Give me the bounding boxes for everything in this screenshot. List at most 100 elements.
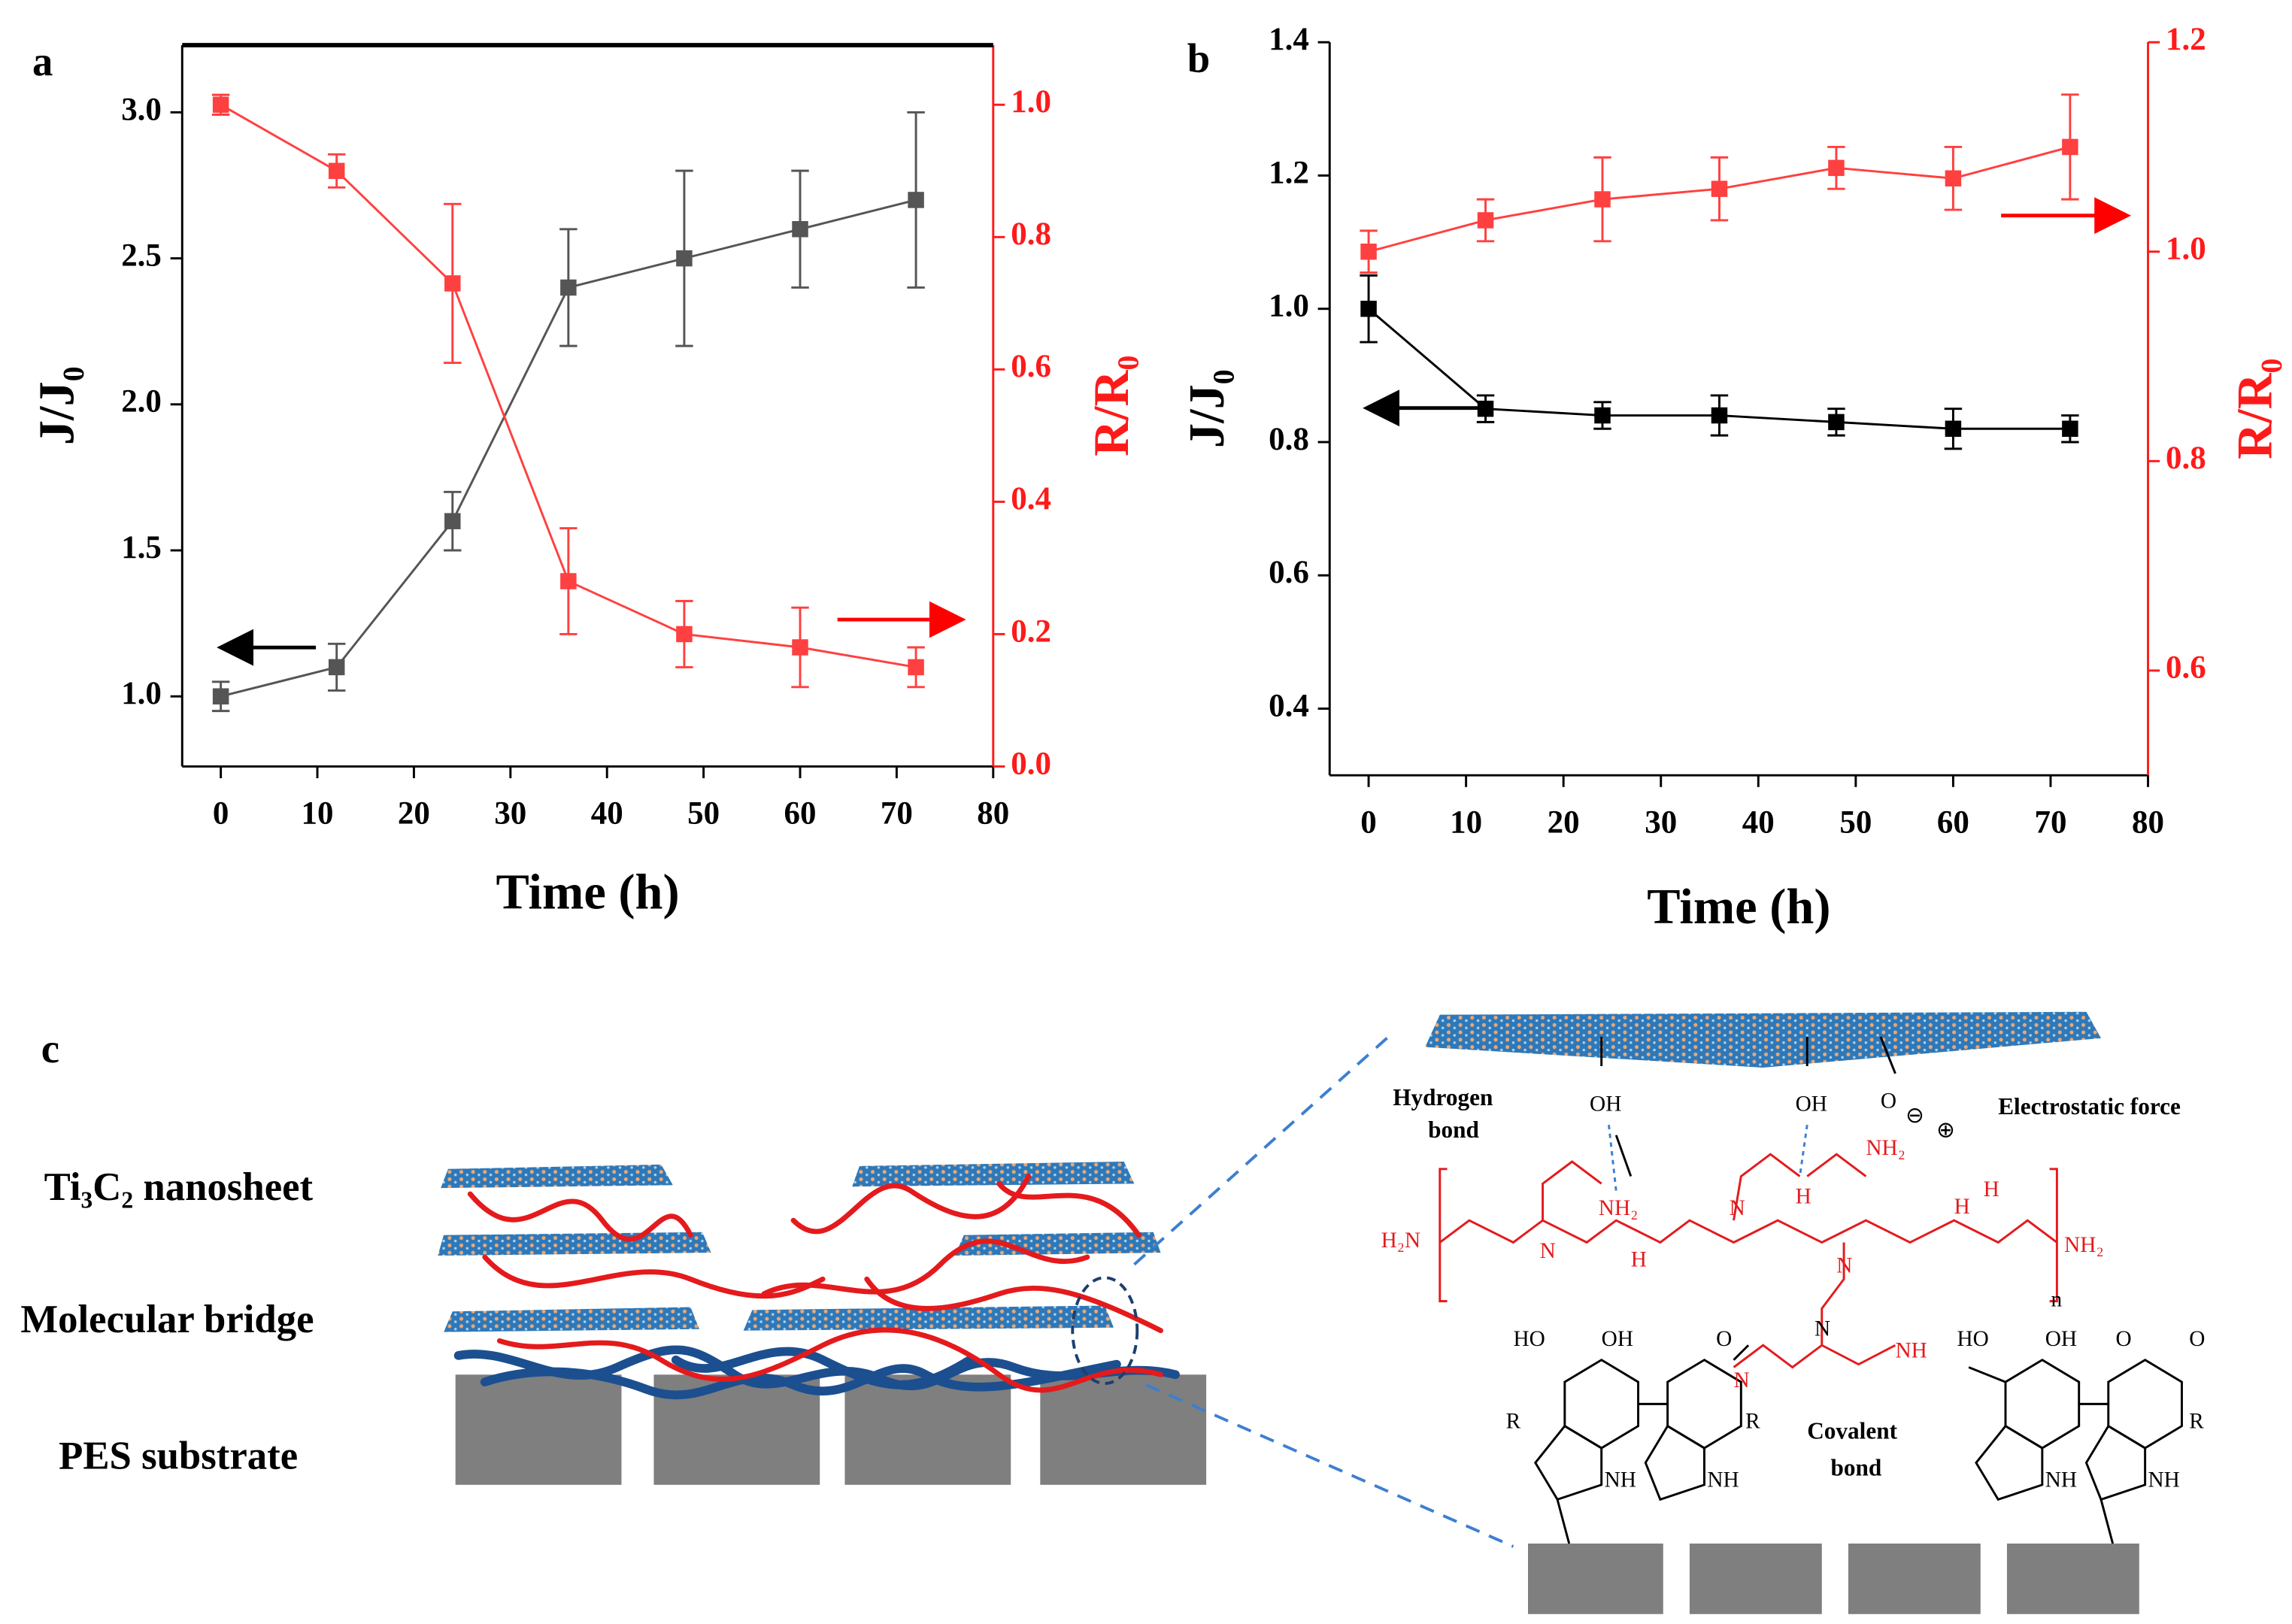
y-tick-label: 1.4: [1269, 22, 1309, 57]
chem-label: H: [1984, 1177, 1999, 1201]
marker: [328, 659, 345, 676]
chem-label: HO: [1513, 1327, 1545, 1351]
x-tick-label: 30: [494, 796, 526, 832]
zoom-line: [1145, 1383, 1514, 1548]
marker: [792, 639, 808, 656]
marker: [1945, 170, 1962, 186]
chem-label: H: [1954, 1195, 1970, 1219]
marker: [1711, 180, 1728, 197]
chem-label: R: [2189, 1410, 2204, 1434]
marker: [2062, 138, 2078, 156]
y-tick-label: 2.0: [121, 384, 162, 420]
marker: [676, 626, 693, 643]
marker: [2062, 420, 2078, 438]
pda-chain: [453, 1345, 1180, 1400]
y-axis-label: J/J₀: [1180, 369, 1235, 448]
y2-tick-label: 1.0: [2166, 232, 2206, 267]
marker: [444, 275, 461, 292]
marker: [1477, 212, 1494, 229]
y-tick-label: 0.8: [1269, 422, 1309, 457]
chem-label: H: [1631, 1248, 1647, 1272]
chart-title: b: [1187, 35, 1210, 81]
y-tick-label: 1.0: [1269, 289, 1309, 324]
y-tick-label: 1.2: [1269, 155, 1309, 190]
diagram: c Ti₃C₂ nanosheet Molecular bridge PES s…: [20, 1011, 2205, 1614]
chem-label: NH₂: [1866, 1136, 1905, 1160]
chem-label: N: [1540, 1239, 1556, 1263]
x-tick-label: 0: [213, 796, 229, 832]
nanosheet: [438, 1011, 2101, 1332]
marker: [1828, 414, 1845, 431]
chem-label: H: [1796, 1185, 1811, 1209]
x-tick-label: 70: [2034, 804, 2066, 840]
y2-tick-label: 0.0: [1011, 746, 1051, 781]
marker: [1711, 407, 1728, 424]
chem-label: N: [1814, 1316, 1830, 1341]
chem-label: NH: [2148, 1468, 2180, 1492]
chart-title: a: [32, 38, 53, 84]
chart: 0 10 20 30 40 50 60 70 80 1.0 1.5 2.0 2.5 3.0 0.0 0.2 0.…: [29, 38, 1139, 920]
chem-label: OH: [1602, 1327, 1633, 1351]
bond-label: bond: [1428, 1116, 1479, 1143]
y2-axis-label: R/R₀: [2227, 359, 2282, 459]
x-tick-label: 20: [398, 796, 430, 832]
chem-label: HO: [1957, 1327, 1989, 1351]
layer-label: Molecular bridge: [20, 1298, 314, 1341]
marker: [1594, 191, 1611, 208]
chem-label: R: [1506, 1410, 1521, 1434]
marker: [1594, 407, 1611, 424]
chem-label: N: [1730, 1196, 1745, 1220]
x-tick-label: 40: [1742, 804, 1775, 840]
marker: [792, 221, 808, 238]
marker: [1945, 420, 1962, 438]
y2-tick-label: 0.8: [2166, 441, 2206, 476]
panel-label: c: [41, 1026, 59, 1071]
marker: [1360, 300, 1377, 317]
y-tick-label: 1.0: [121, 676, 162, 711]
y2-axis-label: R/R₀: [1084, 356, 1139, 456]
pei-skeleton: [1439, 1036, 2058, 1369]
marker: [908, 192, 924, 208]
x-tick-label: 70: [881, 796, 913, 832]
y2-tick-label: 1.2: [2166, 22, 2206, 57]
chem-label: NH: [1895, 1339, 1927, 1363]
marker: [560, 279, 577, 296]
x-tick-label: 10: [1450, 804, 1482, 840]
x-axis-label: Time (h): [1647, 880, 1830, 935]
chem-label: OH: [2045, 1327, 2077, 1351]
marker: [444, 513, 461, 529]
bond-label: Hydrogen: [1393, 1084, 1493, 1110]
chem-label: NH: [1707, 1468, 1739, 1492]
focus-circle: [1071, 1276, 1139, 1386]
y-axis-label: J/J₀: [29, 366, 84, 445]
marker: [1360, 244, 1377, 260]
marker: [1477, 400, 1494, 417]
marker: [212, 688, 229, 704]
marker: [676, 250, 693, 267]
chem-label: R: [1745, 1410, 1760, 1434]
y-tick-label: 0.6: [1269, 555, 1309, 590]
marker: [1828, 159, 1845, 177]
chem-label: ⊖: [1905, 1104, 1924, 1128]
y-tick-label: 0.4: [1269, 688, 1309, 723]
x-tick-label: 60: [784, 796, 817, 832]
substrate: [455, 1374, 2139, 1614]
chart: 0 10 20 30 40 50 60 70 80 0.4 0.6 0.8 1.0 1.2 1.4 0.6 0.…: [1180, 22, 2282, 935]
y2-tick-label: 0.6: [2166, 650, 2206, 686]
chem-label: O: [2116, 1327, 2132, 1351]
x-tick-label: 20: [1548, 804, 1580, 840]
bridge: [467, 1174, 1163, 1393]
layer-label: Ti₃C₂ nanosheet: [44, 1165, 314, 1209]
y2-tick-label: 1.0: [1011, 84, 1051, 120]
chem-label: OH: [1796, 1092, 1827, 1116]
chem-label: ⊕: [1936, 1119, 1955, 1143]
x-tick-label: 50: [687, 796, 720, 832]
chem-label: n: [2051, 1287, 2063, 1311]
chem-label: O: [2189, 1327, 2205, 1351]
h-bond: [1608, 1124, 1808, 1192]
marker: [560, 573, 577, 589]
bond-label: Covalent: [1807, 1418, 1897, 1444]
chem-label: OH: [1590, 1092, 1621, 1116]
marker: [328, 162, 345, 180]
